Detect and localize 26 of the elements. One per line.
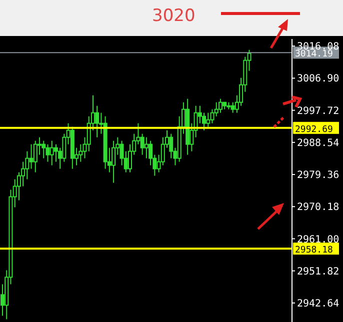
candlestick xyxy=(210,108,214,124)
y-tick-label: 2979.36 xyxy=(297,170,340,182)
candlestick xyxy=(218,98,222,114)
ref-line-label: 2958.18 xyxy=(295,246,333,256)
y-tick-label: 3006.90 xyxy=(297,74,340,85)
candlestick xyxy=(206,112,210,128)
candlestick xyxy=(29,144,34,170)
candlestick xyxy=(230,102,235,114)
y-tick-label: 2942.64 xyxy=(297,298,340,310)
candlestick xyxy=(78,144,83,162)
candlestick xyxy=(140,133,144,156)
candlestick xyxy=(50,140,54,166)
candlestick xyxy=(42,140,46,159)
y-tick-label: 2951.82 xyxy=(297,266,340,278)
candlestick xyxy=(46,144,50,162)
y-tick-label: 2970.18 xyxy=(297,202,340,214)
candlestick xyxy=(112,140,116,184)
candlestick xyxy=(33,140,38,173)
candlestick xyxy=(95,105,100,138)
y-tick-label: 2961.00 xyxy=(297,234,340,246)
candlestick xyxy=(144,136,148,159)
y-tick-label: 2997.72 xyxy=(297,106,340,117)
ref-line-label: 2992.69 xyxy=(295,124,333,135)
y-tick-label: 2988.54 xyxy=(297,138,340,149)
candlestick xyxy=(214,102,218,117)
text: 3020 xyxy=(152,6,196,26)
